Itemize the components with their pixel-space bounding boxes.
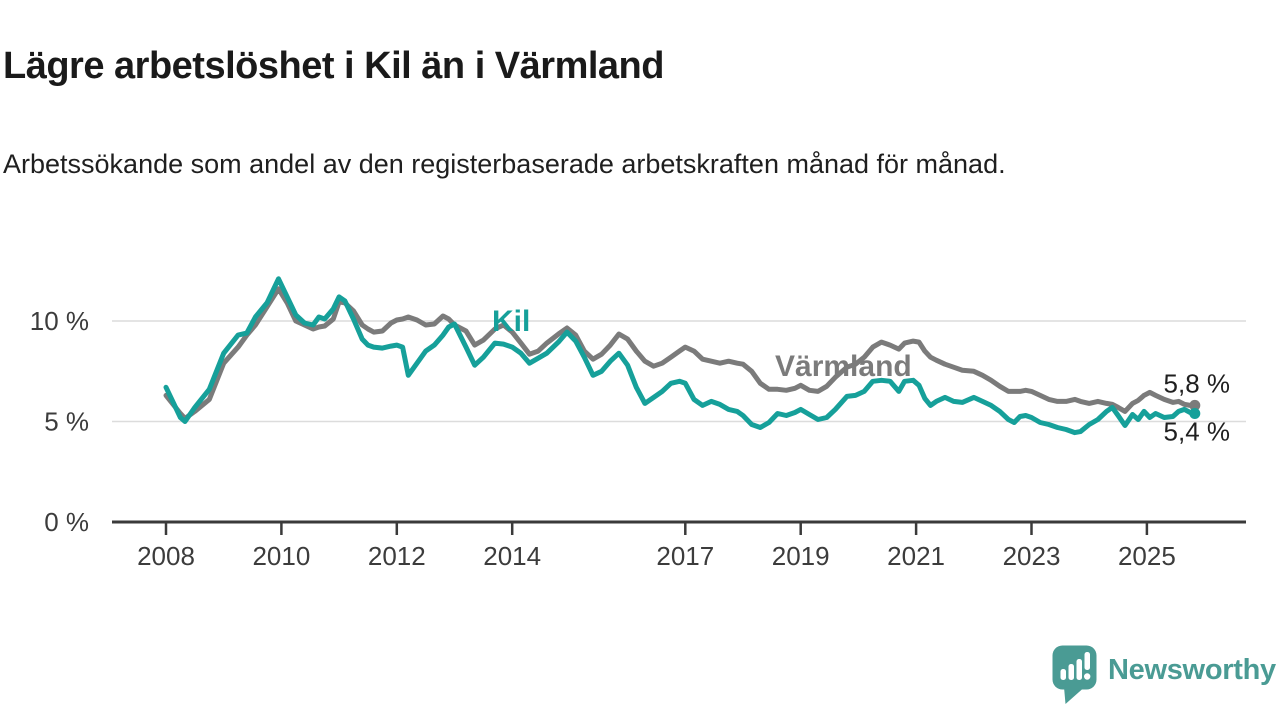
x-tick-label-2012: 2012 [368, 541, 426, 571]
x-tick-label-2010: 2010 [252, 541, 310, 571]
x-tick-label-2017: 2017 [656, 541, 714, 571]
kil-series-label: Kil [492, 305, 530, 338]
bar-chart-speech-bubble-icon [1052, 645, 1097, 704]
y-tick-label-5pct: 5 % [44, 407, 89, 437]
brand-name: Newsworthy [1108, 654, 1276, 686]
varmland-end-dot [1189, 399, 1201, 411]
x-tick-label-2014: 2014 [483, 541, 541, 571]
y-tick-label-10pct: 10 % [30, 306, 89, 336]
kil-end-dot [1189, 408, 1201, 419]
varmland-series-label: Värmland [775, 350, 912, 383]
newsworthy-brand-logo: Newsworthy [1052, 645, 1276, 705]
varmland-end-value-label: 5,8 % [1164, 368, 1231, 398]
y-tick-label-0pct: 0 % [44, 507, 89, 537]
varmland-line [163, 286, 1198, 421]
x-tick-label-2023: 2023 [1003, 541, 1061, 571]
chart-subtitle: Arbetssökande som andel av den registerb… [3, 149, 1006, 179]
x-tick-label-2021: 2021 [887, 541, 945, 571]
kil-end-value-label: 5,4 % [1164, 417, 1231, 447]
x-tick-label-2008: 2008 [137, 541, 195, 571]
x-tick-label-2025: 2025 [1118, 541, 1176, 571]
kil-line [163, 276, 1198, 436]
x-tick-label-2019: 2019 [772, 541, 830, 571]
page-title: Lägre arbetslöshet i Kil än i Värmland [3, 45, 664, 88]
